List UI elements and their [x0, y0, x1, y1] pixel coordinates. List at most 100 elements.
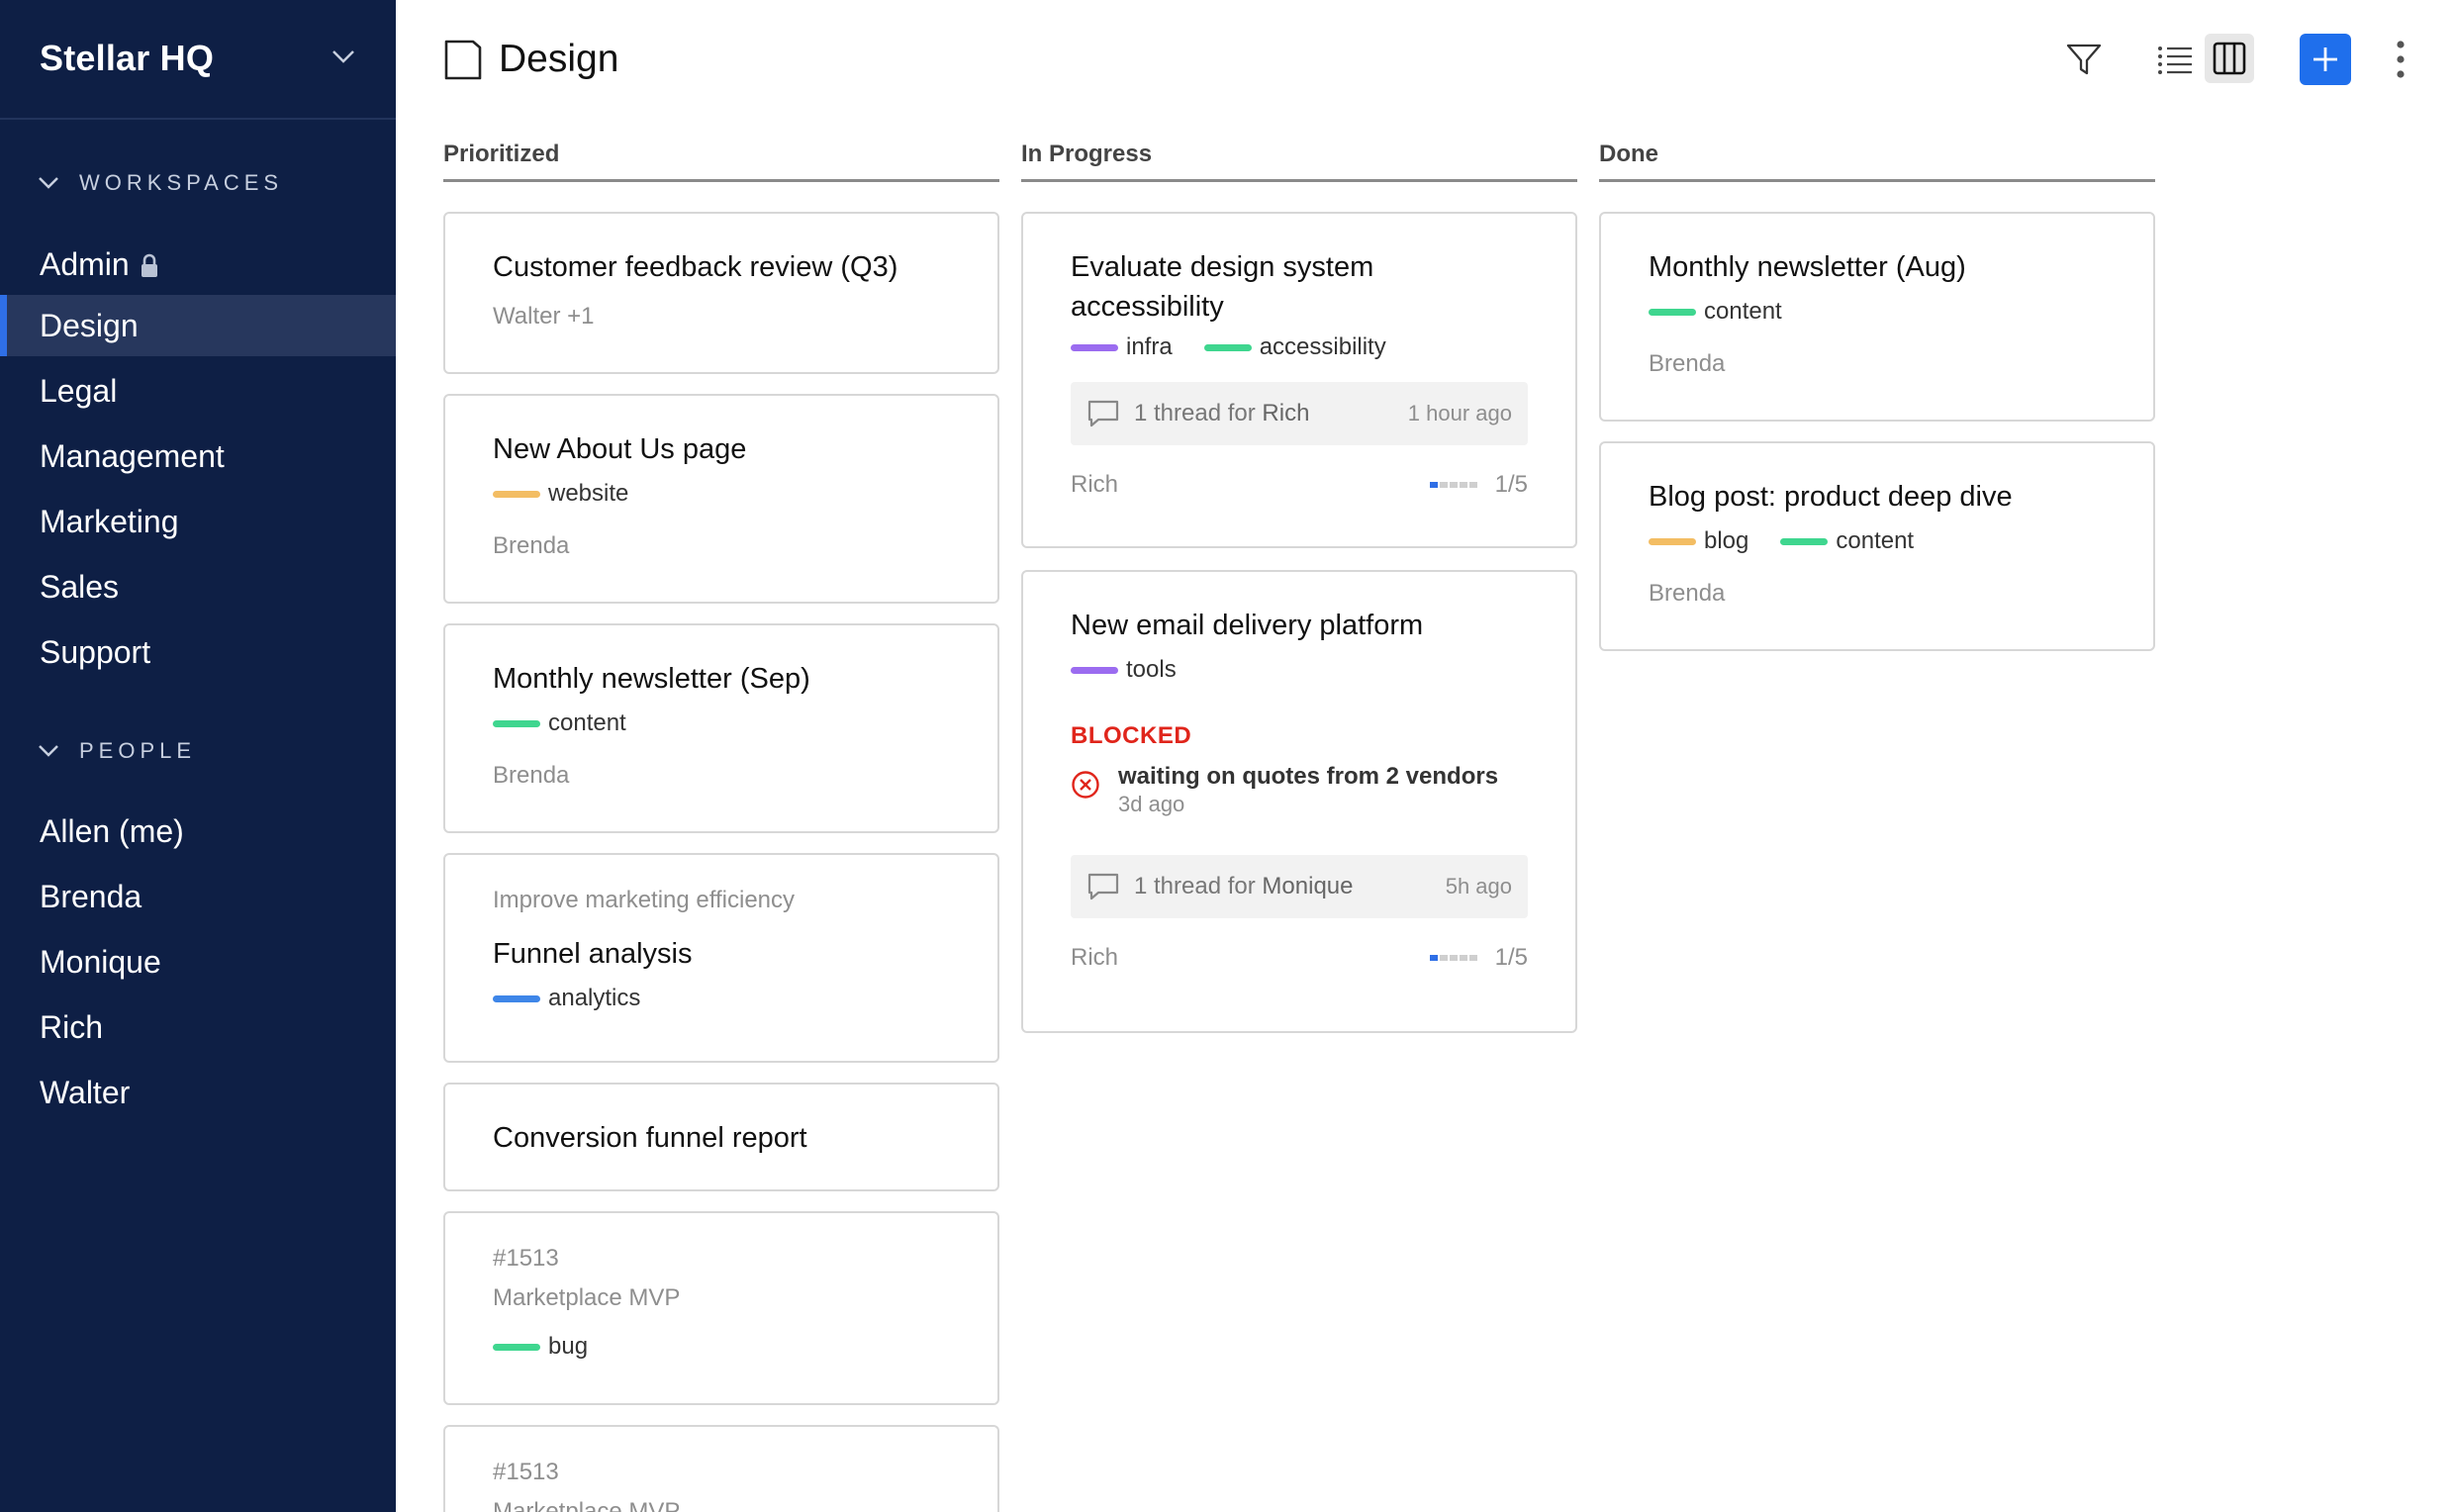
sidebar-item-brenda[interactable]: Brenda: [0, 866, 396, 927]
column-header: In Progress: [1021, 139, 1577, 182]
sidebar: Stellar HQ WORKSPACES Admin Design Legal…: [0, 0, 396, 1512]
card-parent: Improve marketing efficiency: [493, 887, 796, 913]
card-assignee: Rich: [1071, 471, 1119, 498]
column-in-progress: In Progress Evaluate design system acces…: [1021, 139, 1577, 1033]
card-title: Blog post: product deep dive: [1649, 481, 2013, 513]
task-card[interactable]: Evaluate design system accessibility inf…: [1021, 212, 1577, 548]
sidebar-item-label: Support: [40, 633, 151, 670]
sidebar-item-design[interactable]: Design: [0, 295, 396, 356]
sidebar-item-management[interactable]: Management: [0, 425, 396, 487]
people-header: PEOPLE: [79, 738, 197, 763]
thread-assignee: Monique: [1262, 873, 1354, 899]
workspaces-header: WORKSPACES: [79, 170, 284, 195]
progress-dots: [1429, 955, 1479, 961]
people-section-toggle[interactable]: PEOPLE: [38, 736, 196, 766]
thread-time: 5h ago: [1445, 874, 1512, 898]
chevron-down-icon: [39, 745, 58, 757]
task-card[interactable]: #1513 Marketplace MVP: [443, 1425, 999, 1512]
task-card[interactable]: Monthly newsletter (Sep) content Brenda: [443, 623, 999, 833]
subtask-progress: 1/5: [1429, 471, 1528, 499]
tag-color-bar: [493, 490, 540, 498]
sidebar-item-marketing[interactable]: Marketing: [0, 491, 396, 552]
blocker-time: 3d ago: [1118, 792, 1185, 816]
workspace-name[interactable]: Stellar HQ: [40, 38, 215, 78]
more-vertical-icon: [2397, 41, 2405, 78]
sidebar-item-sales[interactable]: Sales: [0, 556, 396, 617]
folder-icon: [444, 40, 482, 80]
chevron-down-icon[interactable]: [330, 47, 356, 65]
card-assignee: Brenda: [1649, 580, 1726, 607]
tag[interactable]: content: [1780, 527, 1914, 555]
card-issue-id: #1513: [493, 1459, 559, 1485]
tag-color-bar: [493, 994, 540, 1002]
list-icon: [2158, 47, 2192, 74]
tag[interactable]: website: [493, 480, 628, 508]
sidebar-item-support[interactable]: Support: [0, 621, 396, 683]
column-header: Done: [1599, 139, 2155, 182]
card-assignees: Walter +1: [493, 303, 595, 330]
tag[interactable]: infra: [1071, 333, 1173, 361]
chevron-down-icon: [39, 177, 58, 189]
card-tags: tools: [1071, 653, 1528, 687]
workspaces-section-toggle[interactable]: WORKSPACES: [38, 168, 283, 198]
tag[interactable]: blog: [1649, 527, 1748, 555]
tag-label: content: [1704, 298, 1782, 325]
task-card[interactable]: Monthly newsletter (Aug) content Brenda: [1599, 212, 2155, 422]
sidebar-item-rich[interactable]: Rich: [0, 996, 396, 1058]
task-card[interactable]: Improve marketing efficiency Funnel anal…: [443, 853, 999, 1063]
sidebar-item-label: Brenda: [40, 878, 142, 914]
list-view-button[interactable]: [2155, 40, 2195, 79]
card-title: Conversion funnel report: [493, 1122, 807, 1154]
progress-count: 1/5: [1494, 944, 1528, 971]
tag[interactable]: accessibility: [1203, 333, 1386, 361]
card-title: Customer feedback review (Q3): [493, 251, 898, 283]
comment-icon: [1087, 400, 1119, 427]
task-card[interactable]: Conversion funnel report: [443, 1083, 999, 1191]
tag-label: content: [1836, 527, 1915, 554]
tag-color-bar: [1649, 537, 1696, 545]
task-card[interactable]: Blog post: product deep dive blog conten…: [1599, 441, 2155, 651]
tag[interactable]: bug: [493, 1333, 588, 1361]
thread-assignee: Rich: [1262, 400, 1310, 426]
card-title: Monthly newsletter (Aug): [1649, 251, 1966, 283]
task-card[interactable]: New About Us page website Brenda: [443, 394, 999, 604]
comment-thread[interactable]: 1 thread for Rich 1 hour ago: [1071, 382, 1528, 445]
task-card[interactable]: Customer feedback review (Q3) Walter +1: [443, 212, 999, 374]
blocked-x-icon: [1072, 771, 1099, 799]
thread-summary: 1 thread for Monique: [1134, 873, 1446, 900]
comment-thread[interactable]: 1 thread for Monique 5h ago: [1071, 855, 1528, 918]
tag-label: blog: [1704, 527, 1749, 554]
sidebar-item-label: Walter: [40, 1074, 131, 1110]
card-title: New email delivery platform: [1071, 610, 1424, 641]
sidebar-item-admin[interactable]: Admin: [0, 234, 396, 295]
card-tags: analytics: [493, 982, 950, 1015]
task-card[interactable]: #1513 Marketplace MVP bug: [443, 1211, 999, 1405]
card-assignee: Brenda: [493, 532, 570, 559]
sidebar-item-label: Admin: [40, 245, 130, 282]
sidebar-item-walter[interactable]: Walter: [0, 1062, 396, 1123]
tag-color-bar: [1071, 343, 1118, 351]
sidebar-item-legal[interactable]: Legal: [0, 360, 396, 422]
sidebar-item-label: Management: [40, 437, 225, 474]
tag[interactable]: content: [493, 709, 626, 737]
filter-icon: [2066, 44, 2102, 75]
column-header: Prioritized: [443, 139, 999, 182]
sidebar-item-label: Allen (me): [40, 812, 184, 849]
sidebar-item-allen[interactable]: Allen (me): [0, 801, 396, 862]
tag-label: website: [548, 480, 629, 507]
tag[interactable]: content: [1649, 298, 1782, 326]
tag-color-bar: [1203, 343, 1252, 351]
tag-color-bar: [1780, 537, 1829, 545]
card-footer: Rich 1/5: [1071, 944, 1528, 972]
tag-label: accessibility: [1259, 333, 1386, 360]
card-parent: Marketplace MVP: [493, 1498, 681, 1512]
board-view-button[interactable]: [2205, 34, 2254, 83]
sidebar-item-monique[interactable]: Monique: [0, 931, 396, 992]
add-button[interactable]: [2300, 34, 2351, 85]
tag[interactable]: analytics: [493, 985, 640, 1012]
card-issue-id: #1513: [493, 1245, 559, 1272]
tag[interactable]: tools: [1071, 656, 1177, 684]
more-options-button[interactable]: [2389, 38, 2412, 81]
task-card[interactable]: New email delivery platform tools BLOCKE…: [1021, 570, 1577, 1033]
filter-button[interactable]: [2064, 40, 2104, 79]
